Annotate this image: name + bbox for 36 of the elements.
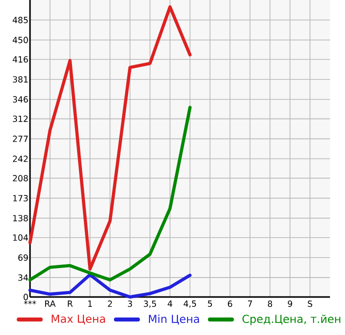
y-tick-label: 277 <box>12 136 28 142</box>
x-tick-label: S <box>308 300 312 307</box>
y-tick-label: 485 <box>12 16 28 24</box>
x-tick-label: 3,5 <box>144 300 156 308</box>
y-tick-label: 346 <box>12 96 28 103</box>
x-tick-label: 3 <box>128 300 132 307</box>
legend-label: Сред.Цена, т.йен <box>242 314 340 326</box>
x-tick-label: 8 <box>268 300 272 307</box>
y-tick-label: 381 <box>12 76 28 83</box>
x-tick-label: R <box>68 300 73 307</box>
line-series <box>28 5 192 271</box>
y-tick-label: 104 <box>13 234 28 241</box>
x-tick-label: 4 <box>168 300 172 307</box>
legend-label: Max Цена <box>52 314 105 324</box>
x-tick-label: 4,5 <box>184 300 196 308</box>
y-tick-label: 450 <box>12 36 28 44</box>
legend-label: Min Цена <box>148 314 199 325</box>
y-tick-label: 242 <box>12 156 28 162</box>
line-series <box>28 273 192 299</box>
x-tick-label: 1 <box>88 300 92 307</box>
x-tick-label: RA <box>45 300 56 307</box>
x-tick-label: *** <box>24 300 36 304</box>
y-tick-label: 0 <box>24 294 28 300</box>
x-tick-label: 9 <box>288 300 292 307</box>
line-series <box>28 106 192 282</box>
x-tick-label: 5 <box>208 300 212 307</box>
y-tick-label: 69 <box>18 254 28 261</box>
y-tick-label: 416 <box>12 56 28 63</box>
y-tick-label: 138 <box>13 214 28 222</box>
x-tick-label: 2 <box>108 300 112 307</box>
y-tick-label: 173 <box>13 194 28 202</box>
y-tick-label: 208 <box>12 175 28 182</box>
x-tick-label: 7 <box>248 300 252 307</box>
y-tick-label: 34 <box>18 274 28 281</box>
x-tick-label: 6 <box>228 300 232 307</box>
y-tick-label: 312 <box>12 116 28 122</box>
